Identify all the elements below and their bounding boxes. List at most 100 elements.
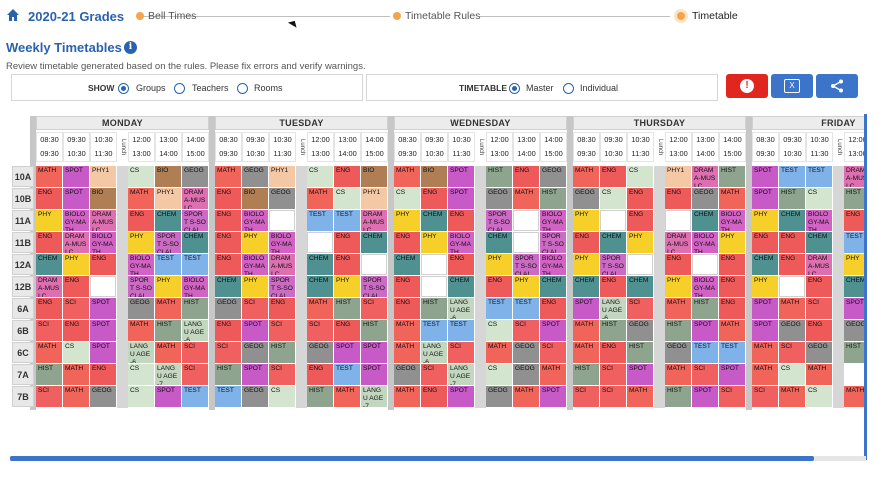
timetable-cell[interactable]: SCI	[627, 298, 653, 319]
timetable-cell[interactable]: MATH	[540, 364, 566, 385]
timetable-cell[interactable]: SPOT	[752, 166, 778, 187]
timetable-cell[interactable]	[307, 232, 333, 253]
timetable-cell[interactable]: ENG	[719, 298, 745, 319]
timetable-cell[interactable]: ENG	[334, 254, 360, 275]
timetable-cell[interactable]: LANGU AGE-6	[600, 298, 626, 319]
timetable-cell[interactable]: SCI	[361, 298, 387, 319]
timetable-cell[interactable]: MATH	[155, 342, 181, 363]
timetable-cell[interactable]: MATH	[573, 342, 599, 363]
timetable-cell[interactable]: MATH	[573, 166, 599, 187]
timetable-cell[interactable]	[513, 232, 539, 253]
group-row-label[interactable]: 10B	[12, 188, 34, 209]
timetable-cell[interactable]: CHEM	[307, 254, 333, 275]
timetable-cell[interactable]: MATH	[752, 364, 778, 385]
timetable-cell[interactable]: BIOLO GY-MA TH	[182, 276, 208, 297]
timetable-cell[interactable]: SPOT	[719, 364, 745, 385]
timetable-cell[interactable]: PHY1	[665, 166, 691, 187]
timetable-cell[interactable]: PHY	[513, 276, 539, 297]
timetable-cell[interactable]: LANGU AGE-6	[448, 298, 474, 319]
timetable-cell[interactable]: TEST	[215, 386, 241, 407]
timetable-cell[interactable]: CS	[486, 364, 512, 385]
step-timetable-rules[interactable]: Timetable Rules	[405, 10, 481, 22]
timetable-cell[interactable]: ENG	[36, 232, 62, 253]
timetable-cell[interactable]: SPOT	[752, 320, 778, 341]
timetable-cell[interactable]: CS	[128, 364, 154, 385]
radio-groups-label[interactable]: Groups	[136, 83, 166, 93]
timetable-cell[interactable]: ENG	[448, 254, 474, 275]
timetable-cell[interactable]: SPORT S-SOCI AL	[486, 210, 512, 231]
timetable-cell[interactable]: CHEM	[215, 276, 241, 297]
timetable-cell[interactable]: CS	[307, 166, 333, 187]
timetable-cell[interactable]: GEOG	[128, 298, 154, 319]
timetable-cell[interactable]: MATH	[665, 364, 691, 385]
timetable-cell[interactable]: SPOT	[361, 342, 387, 363]
timetable-cell[interactable]: PHY	[486, 254, 512, 275]
timetable-cell[interactable]: BIOLO GY-MA TH	[540, 210, 566, 231]
timetable-cell[interactable]: ENG	[128, 210, 154, 231]
timetable-cell[interactable]: HIST	[779, 188, 805, 209]
timetable-cell[interactable]	[90, 276, 116, 297]
timetable-cell[interactable]	[269, 210, 295, 231]
timetable-cell[interactable]: MATH	[779, 386, 805, 407]
timetable-cell[interactable]: SCI	[779, 342, 805, 363]
timetable-cell[interactable]: SCI	[600, 364, 626, 385]
timetable-cell[interactable]: HIST	[361, 320, 387, 341]
timetable-cell[interactable]: SPOT	[90, 298, 116, 319]
timetable-cell[interactable]: PHY	[665, 276, 691, 297]
timetable-cell[interactable]: MATH	[719, 188, 745, 209]
timetable-cell[interactable]: PHY	[155, 276, 181, 297]
timetable-cell[interactable]: ENG	[600, 276, 626, 297]
timetable-cell[interactable]: DRAM A-MUSI C	[90, 210, 116, 231]
timetable-cell[interactable]: PHY	[128, 232, 154, 253]
timetable-cell[interactable]: ENG	[627, 188, 653, 209]
timetable-cell[interactable]: CHEM	[361, 232, 387, 253]
timetable-cell[interactable]: HIST	[215, 364, 241, 385]
timetable-cell[interactable]: GEOG	[182, 166, 208, 187]
timetable-cell[interactable]: ENG	[90, 254, 116, 275]
timetable-cell[interactable]: DRAM A-MUSI C	[36, 276, 62, 297]
timetable-cell[interactable]: ENG	[215, 320, 241, 341]
timetable-cell[interactable]: ENG	[90, 364, 116, 385]
timetable-cell[interactable]: GEOG	[215, 298, 241, 319]
timetable-cell[interactable]: BIO	[242, 188, 268, 209]
vertical-scrollbar[interactable]	[864, 114, 867, 460]
timetable-cell[interactable]: SCI	[182, 364, 208, 385]
timetable-cell[interactable]: HIST	[719, 166, 745, 187]
share-button[interactable]	[816, 74, 858, 98]
timetable-cell[interactable]: ENG	[779, 232, 805, 253]
timetable-cell[interactable]: ENG	[665, 188, 691, 209]
timetable-cell[interactable]: ENG	[573, 232, 599, 253]
timetable-cell[interactable]: MATH	[155, 298, 181, 319]
timetable-cell[interactable]: ENG	[215, 210, 241, 231]
timetable-cell[interactable]: CS	[806, 188, 832, 209]
timetable-cell[interactable]: DRAM A-MUSI C	[844, 166, 866, 187]
timetable-cell[interactable]: PHY	[573, 254, 599, 275]
timetable-cell[interactable]: CS	[486, 320, 512, 341]
timetable-cell[interactable]: SCI	[540, 342, 566, 363]
timetable-cell[interactable]: MATH	[307, 298, 333, 319]
timetable-cell[interactable]: GEOG	[806, 342, 832, 363]
timetable-cell[interactable]: TEST	[334, 364, 360, 385]
timetable-cell[interactable]: LANGU AGE-6	[421, 342, 447, 363]
timetable-cell[interactable]: SCI	[448, 342, 474, 363]
timetable-cell[interactable]: HIST	[844, 342, 866, 363]
timetable-cell[interactable]: PHY	[573, 210, 599, 231]
timetable-cell[interactable]: SPOT	[63, 166, 89, 187]
timetable-cell[interactable]: BIOLO GY-MA TH	[692, 276, 718, 297]
timetable-cell[interactable]: ENG	[215, 188, 241, 209]
timetable-cell[interactable]	[421, 276, 447, 297]
timetable-cell[interactable]: SCI	[269, 320, 295, 341]
timetable-cell[interactable]: BIO	[155, 166, 181, 187]
timetable-cell[interactable]: GEOG	[307, 342, 333, 363]
timetable-cell[interactable]: CHEM	[36, 254, 62, 275]
timetable-cell[interactable]: HIST	[307, 386, 333, 407]
timetable-grid[interactable]: MONDAY 08:30 09:30 09:30 10:30 10:30 11:30 12:0…	[0, 114, 866, 460]
timetable-cell[interactable]: BIOLO GY-MA TH	[242, 210, 268, 231]
timetable-cell[interactable]: SPOT	[90, 342, 116, 363]
timetable-cell[interactable]: TEST	[692, 342, 718, 363]
group-row-label[interactable]: 7B	[12, 386, 34, 407]
timetable-cell[interactable]: SCI	[421, 364, 447, 385]
timetable-cell[interactable]: CHEM	[421, 210, 447, 231]
timetable-cell[interactable]: HIST	[665, 386, 691, 407]
timetable-cell[interactable]: SCI	[600, 386, 626, 407]
